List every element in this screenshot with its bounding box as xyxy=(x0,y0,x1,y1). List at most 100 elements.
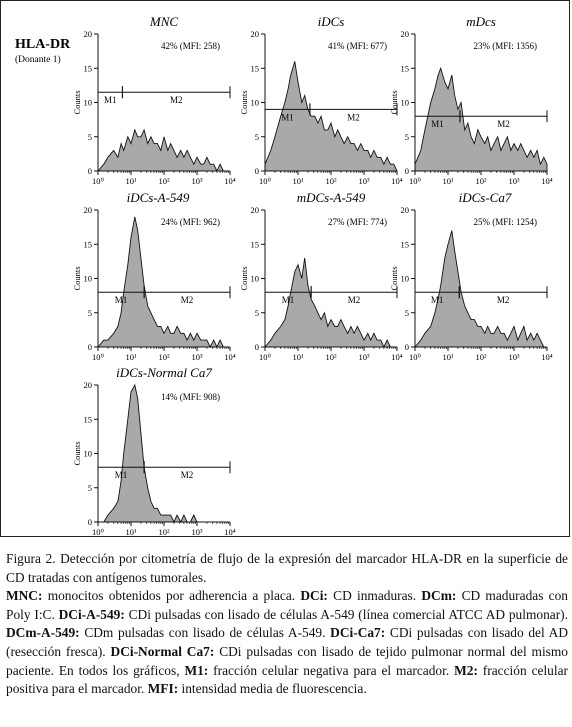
y-tick-label: 5 xyxy=(255,308,259,318)
caption-text: CD inmaduras. xyxy=(327,588,422,604)
caption-text: CD maduradas con Poly I:C. xyxy=(6,588,568,622)
x-tick-label: 10³ xyxy=(508,176,520,186)
x-tick-label: 10¹ xyxy=(292,352,304,362)
y-axis-label: Counts xyxy=(72,266,82,290)
y-tick-label: 20 xyxy=(401,29,410,39)
x-tick-label: 10² xyxy=(475,176,487,186)
figure-frame xyxy=(0,0,570,537)
histogram-area xyxy=(98,383,230,524)
y-axis-label: Counts xyxy=(72,441,82,465)
x-tick-label: 10² xyxy=(158,527,170,537)
y-tick-label: 10 xyxy=(401,274,410,284)
y-tick-label: 10 xyxy=(401,98,410,108)
histogram-panel: iDCs-Normal Ca7 0 5 10 15 20 Counts 10⁰ 10¹ 10² 10… xyxy=(72,365,236,537)
y-axis-label: Counts xyxy=(389,266,399,290)
y-tick-label: 20 xyxy=(84,205,93,215)
y-axis-label: Counts xyxy=(239,266,249,290)
histogram-area xyxy=(97,128,230,173)
x-tick-label: 10⁴ xyxy=(224,527,236,537)
y-tick-label: 0 xyxy=(88,342,92,352)
marker-label: HLA-DR xyxy=(15,37,71,52)
x-tick-label: 10⁰ xyxy=(92,527,105,537)
y-tick-label: 15 xyxy=(401,239,410,249)
histogram-area xyxy=(97,216,230,349)
x-tick-label: 10¹ xyxy=(442,352,454,362)
x-tick-label: 10¹ xyxy=(125,527,137,537)
y-tick-label: 0 xyxy=(88,517,92,527)
y-tick-label: 0 xyxy=(405,342,409,352)
gate-annotation: 42% (MFI: 258) xyxy=(161,41,220,51)
x-tick-label: 10⁰ xyxy=(259,352,272,362)
x-tick-label: 10⁴ xyxy=(391,352,403,362)
caption-term: DCi-Ca7: xyxy=(330,625,386,641)
panel-title: iDCs xyxy=(318,14,345,29)
y-tick-label: 20 xyxy=(401,205,410,215)
y-tick-label: 10 xyxy=(84,98,93,108)
caption-text: Figura 2. Detección por citometría de fl… xyxy=(6,551,568,585)
histogram-panel: iDCs 0 5 10 15 20 Counts 10⁰ 10¹ 10² 10³ 10⁴ 41% (MF… xyxy=(239,14,403,186)
panel-title: iDCs-A-549 xyxy=(127,190,190,205)
x-tick-label: 10⁰ xyxy=(409,176,422,186)
y-tick-label: 10 xyxy=(84,274,93,284)
gate-marker-label: M2 xyxy=(348,295,361,305)
y-axis-label: Counts xyxy=(72,90,82,114)
caption-term: M2: xyxy=(454,662,478,678)
x-tick-label: 10⁰ xyxy=(409,352,422,362)
y-tick-label: 5 xyxy=(88,132,92,142)
figure-caption: Figura 2. Detección por citometría de fl… xyxy=(6,550,568,699)
y-tick-label: 15 xyxy=(251,63,260,73)
panel-title: iDCs-Normal Ca7 xyxy=(116,365,212,380)
y-tick-label: 0 xyxy=(88,166,92,176)
x-tick-label: 10³ xyxy=(508,352,520,362)
y-tick-label: 10 xyxy=(84,449,93,459)
gate-marker-label: M2 xyxy=(497,119,510,129)
gate-annotation: 27% (MFI: 774) xyxy=(328,217,387,227)
gate-marker-label: M2 xyxy=(181,295,194,305)
caption-term: DCi: xyxy=(300,588,328,604)
y-tick-label: 5 xyxy=(405,308,409,318)
x-tick-label: 10² xyxy=(475,352,487,362)
histogram-panel: iDCs-Ca7 0 5 10 15 20 Counts 10⁰ 10¹ 10² 10³ 10⁴ 25%… xyxy=(389,190,553,362)
y-axis-label: Counts xyxy=(389,90,399,114)
donor-label: (Donante 1) xyxy=(15,54,61,65)
y-tick-label: 5 xyxy=(405,132,409,142)
x-tick-label: 10³ xyxy=(191,527,203,537)
y-tick-label: 15 xyxy=(401,63,410,73)
histogram-area xyxy=(414,66,548,172)
histogram-area xyxy=(414,230,547,348)
x-tick-label: 10⁴ xyxy=(541,176,553,186)
x-tick-label: 10² xyxy=(325,352,337,362)
caption-term: MNC: xyxy=(6,588,43,604)
gate-marker-label: M1 xyxy=(104,95,117,105)
x-tick-label: 10¹ xyxy=(125,176,137,186)
y-tick-label: 20 xyxy=(251,29,260,39)
histogram-area xyxy=(264,61,398,172)
caption-text: intensidad media de fluorescencia. xyxy=(178,681,367,697)
x-tick-label: 10² xyxy=(158,352,170,362)
caption-term: DCi-A-549: xyxy=(58,606,125,622)
x-tick-label: 10⁰ xyxy=(92,352,105,362)
gate-annotation: 14% (MFI: 908) xyxy=(161,392,220,402)
x-tick-label: 10⁰ xyxy=(92,176,105,186)
caption-paragraph: Figura 2. Detección por citometría de fl… xyxy=(6,550,568,587)
histogram-grid: HLA-DR (Donante 1) MNC 0 5 10 15 20 Counts 10⁰ 1… xyxy=(15,14,553,537)
y-tick-label: 10 xyxy=(251,98,260,108)
x-tick-label: 10² xyxy=(325,176,337,186)
histogram-panel: iDCs-A-549 0 5 10 15 20 Counts 10⁰ 10¹ 10² 10³ 10⁴ 2… xyxy=(72,190,236,362)
gate-marker-label: M1 xyxy=(431,295,444,305)
y-tick-label: 15 xyxy=(84,414,93,424)
x-tick-label: 10³ xyxy=(191,352,203,362)
histogram-panel: mDCs-A-549 0 5 10 15 20 Counts 10⁰ 10¹ 10² 10³ 10⁴ 2… xyxy=(239,190,403,362)
caption-text: CDm pulsadas con lisado de células A-549… xyxy=(79,625,331,641)
caption-text: CDi pulsadas con lisado del AD (resecció… xyxy=(6,625,569,659)
panel-title: mDCs-A-549 xyxy=(297,190,366,205)
y-tick-label: 20 xyxy=(84,380,93,390)
caption-paragraph: MNC: monocitos obtenidos por adherencia … xyxy=(6,587,568,699)
gate-annotation: 23% (MFI: 1356) xyxy=(474,41,538,51)
x-tick-label: 10¹ xyxy=(125,352,137,362)
x-tick-label: 10¹ xyxy=(442,176,454,186)
x-tick-label: 10¹ xyxy=(292,176,304,186)
gate-annotation: 24% (MFI: 962) xyxy=(161,217,220,227)
caption-text: fracción celular positiva para el marcad… xyxy=(6,662,568,697)
caption-term: DCm: xyxy=(421,588,457,604)
